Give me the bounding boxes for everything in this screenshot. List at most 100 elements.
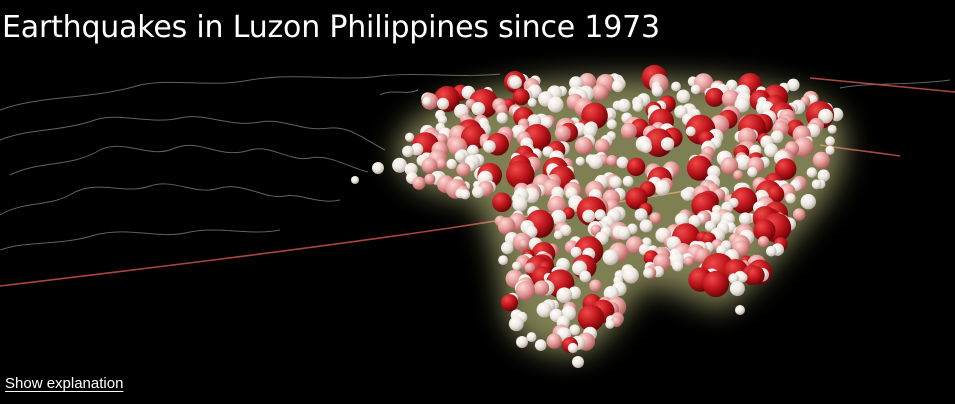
earthquake-marker[interactable] (577, 304, 605, 332)
earthquake-marker[interactable] (516, 336, 528, 348)
earthquake-marker[interactable] (351, 176, 359, 184)
earthquake-marker[interactable] (497, 217, 516, 235)
earthquake-marker[interactable] (412, 176, 426, 190)
earthquake-marker[interactable] (508, 316, 524, 332)
earthquake-marker[interactable] (774, 158, 797, 180)
earthquake-marker[interactable] (483, 140, 496, 153)
earthquake-marker[interactable] (825, 145, 835, 155)
earthquake-marker[interactable] (572, 356, 584, 368)
earthquake-marker[interactable] (551, 209, 567, 225)
earthquake-marker[interactable] (437, 115, 448, 125)
earthquake-marker[interactable] (512, 88, 530, 106)
earthquake-marker[interactable] (609, 176, 622, 189)
earthquake-marker[interactable] (753, 219, 776, 242)
earthquake-marker[interactable] (512, 196, 528, 212)
earthquake-marker[interactable] (747, 167, 758, 178)
earthquake-marker[interactable] (672, 260, 684, 272)
earthquake-marker[interactable] (533, 280, 550, 296)
earthquake-marker[interactable] (536, 302, 552, 318)
earthquake-marker[interactable] (730, 187, 758, 214)
earthquake-marker[interactable] (554, 125, 571, 142)
earthquake-marker[interactable] (720, 157, 739, 175)
earthquake-marker[interactable] (617, 226, 631, 240)
earthquake-marker[interactable] (594, 138, 610, 154)
earthquake-marker[interactable] (733, 170, 744, 181)
earthquake-marker[interactable] (702, 270, 730, 298)
earthquake-marker[interactable] (402, 145, 414, 158)
earthquake-marker[interactable] (500, 294, 519, 312)
earthquake-marker[interactable] (800, 194, 816, 210)
earthquake-marker[interactable] (745, 265, 765, 285)
earthquake-marker[interactable] (492, 192, 512, 213)
earthquake-marker[interactable] (674, 212, 689, 227)
earthquake-marker[interactable] (588, 154, 604, 170)
earthquake-marker[interactable] (685, 126, 696, 137)
earthquake-marker[interactable] (556, 287, 572, 304)
earthquake-marker[interactable] (524, 262, 536, 274)
earthquake-marker[interactable] (660, 137, 675, 151)
earthquake-marker[interactable] (735, 305, 745, 315)
earthquake-marker[interactable] (526, 332, 537, 343)
earthquake-marker[interactable] (818, 108, 833, 124)
earthquake-marker[interactable] (787, 78, 800, 92)
earthquake-marker[interactable] (606, 155, 618, 167)
earthquake-marker[interactable] (589, 279, 602, 293)
earthquake-marker[interactable] (534, 339, 547, 351)
earthquake-marker[interactable] (764, 143, 778, 158)
earthquake-marker[interactable] (671, 81, 681, 92)
earthquake-marker[interactable] (569, 76, 583, 90)
earthquake-marker[interactable] (616, 156, 629, 169)
earthquake-marker[interactable] (518, 238, 530, 250)
earthquake-marker[interactable] (606, 119, 617, 130)
earthquake-marker[interactable] (686, 155, 713, 181)
earthquake-marker[interactable] (737, 127, 757, 147)
earthquake-marker[interactable] (512, 261, 522, 271)
earthquake-marker[interactable] (405, 132, 415, 142)
earthquake-marker[interactable] (785, 193, 796, 204)
earthquake-marker[interactable] (622, 267, 639, 284)
earthquake-marker[interactable] (467, 144, 479, 157)
earthquake-marker[interactable] (525, 225, 538, 238)
earthquake-marker[interactable] (676, 89, 691, 104)
earthquake-marker[interactable] (591, 84, 609, 101)
earthquake-marker[interactable] (392, 157, 408, 173)
earthquake-marker[interactable] (705, 87, 725, 107)
earthquake-marker[interactable] (757, 236, 770, 248)
earthquake-marker[interactable] (817, 169, 830, 182)
earthquake-marker[interactable] (605, 319, 615, 329)
earthquake-marker[interactable] (620, 122, 638, 140)
earthquake-marker[interactable] (622, 175, 634, 187)
earthquake-marker[interactable] (454, 150, 466, 162)
earthquake-marker[interactable] (617, 98, 631, 112)
earthquake-marker[interactable] (792, 208, 806, 221)
earthquake-marker[interactable] (640, 141, 653, 153)
show-explanation-link[interactable]: Show explanation (5, 375, 124, 392)
earthquake-marker[interactable] (583, 124, 597, 138)
earthquake-marker[interactable] (560, 224, 572, 236)
earthquake-marker[interactable] (738, 212, 752, 226)
earthquake-marker[interactable] (437, 97, 449, 110)
earthquake-marker[interactable] (496, 112, 508, 124)
earthquake-marker[interactable] (594, 209, 606, 221)
earthquake-marker[interactable] (471, 101, 486, 116)
earthquake-marker[interactable] (770, 130, 784, 144)
earthquake-marker[interactable] (372, 162, 384, 174)
earthquake-marker[interactable] (567, 342, 579, 354)
earthquake-marker[interactable] (546, 333, 562, 349)
earthquake-marker[interactable] (541, 116, 553, 129)
earthquake-marker[interactable] (806, 167, 817, 178)
earthquake-marker[interactable] (579, 270, 591, 283)
earthquake-marker[interactable] (684, 256, 695, 267)
earthquake-marker[interactable] (634, 208, 648, 222)
earthquake-marker[interactable] (827, 124, 837, 134)
earthquake-marker[interactable] (643, 267, 654, 279)
earthquake-marker[interactable] (424, 173, 436, 185)
earthquake-marker[interactable] (704, 220, 716, 232)
earthquake-marker[interactable] (460, 189, 471, 200)
earthquake-marker[interactable] (501, 241, 514, 255)
earthquake-marker[interactable] (553, 230, 563, 240)
earthquake-marker[interactable] (515, 281, 536, 301)
earthquake-marker[interactable] (766, 246, 777, 257)
earthquake-marker[interactable] (575, 156, 585, 166)
